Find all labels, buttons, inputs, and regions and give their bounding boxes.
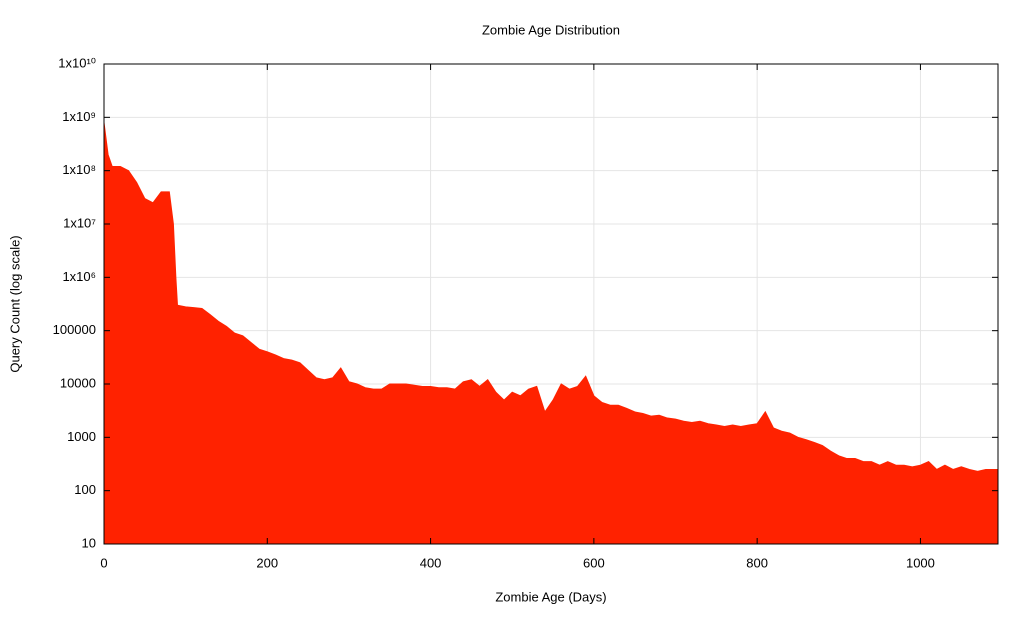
y-tick-label: 1x10⁶	[62, 269, 96, 284]
y-tick-label: 1x10¹⁰	[58, 55, 96, 70]
y-tick-label: 1000	[67, 429, 96, 444]
y-tick-label: 100000	[53, 322, 96, 337]
x-tick-label: 800	[746, 555, 768, 570]
x-axis-label: Zombie Age (Days)	[495, 589, 606, 604]
y-tick-label: 10	[82, 535, 96, 550]
area	[103, 122, 999, 545]
plot-frame	[103, 63, 999, 545]
y-tick-label: 10000	[60, 375, 96, 390]
y-axis-label: Query Count (log scale)	[7, 235, 22, 372]
y-tick-label: 1x10⁸	[62, 162, 96, 177]
x-tick-label: 200	[256, 555, 278, 570]
x-tick-label: 600	[583, 555, 605, 570]
y-tick-label: 100	[74, 482, 96, 497]
chart-title: Zombie Age Distribution	[482, 22, 620, 37]
x-tick-label: 0	[100, 555, 107, 570]
y-tick-label: 1x10⁷	[63, 215, 96, 230]
y-tick-label: 1x10⁹	[62, 109, 96, 124]
x-tick-label: 400	[420, 555, 442, 570]
x-tick-label: 1000	[906, 555, 935, 570]
